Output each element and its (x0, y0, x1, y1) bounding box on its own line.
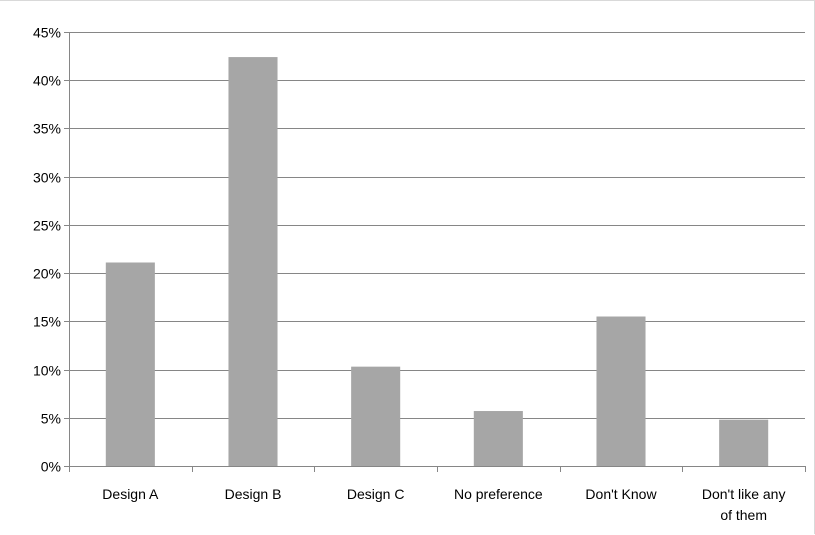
x-tick-label-line: Design C (347, 486, 405, 502)
tick-labels: 0% 5% 10% 15% 20% 25% 30% 35% 40% 45% Design A Desi… (33, 25, 786, 524)
axes (64, 32, 806, 472)
y-tick-label: 30% (33, 170, 61, 186)
bar (351, 366, 401, 466)
x-tick-label-line: Design A (102, 486, 159, 502)
x-tick-label-line: Don't Know (585, 486, 657, 502)
y-tick-label: 0% (41, 459, 61, 475)
y-tick-label: 5% (41, 411, 61, 427)
x-tick-label: No preference (454, 486, 543, 502)
y-tick-label: 20% (33, 266, 61, 282)
x-tick-label: Design A (102, 486, 159, 502)
bar (228, 57, 278, 466)
bar (105, 262, 155, 466)
y-tick-label: 45% (33, 25, 61, 41)
bar (719, 419, 769, 466)
gridlines (69, 32, 805, 419)
y-tick-label: 15% (33, 314, 61, 330)
bar (596, 316, 646, 466)
x-tick-label-line: of them (720, 507, 767, 523)
x-tick-label: Don't Know (585, 486, 657, 502)
x-tick-label-line: No preference (454, 486, 543, 502)
y-tick-label: 10% (33, 363, 61, 379)
y-tick-label: 35% (33, 121, 61, 137)
y-tick-label: 40% (33, 73, 61, 89)
x-tick-label: Design C (347, 486, 405, 502)
x-tick-label: Don't like any of them (702, 486, 786, 523)
x-tick-label: Design B (225, 486, 282, 502)
x-tick-label-line: Design B (225, 486, 282, 502)
x-tick-label-line: Don't like any (702, 486, 786, 502)
bar (473, 411, 523, 466)
y-tick-label: 25% (33, 218, 61, 234)
bars (105, 57, 769, 466)
